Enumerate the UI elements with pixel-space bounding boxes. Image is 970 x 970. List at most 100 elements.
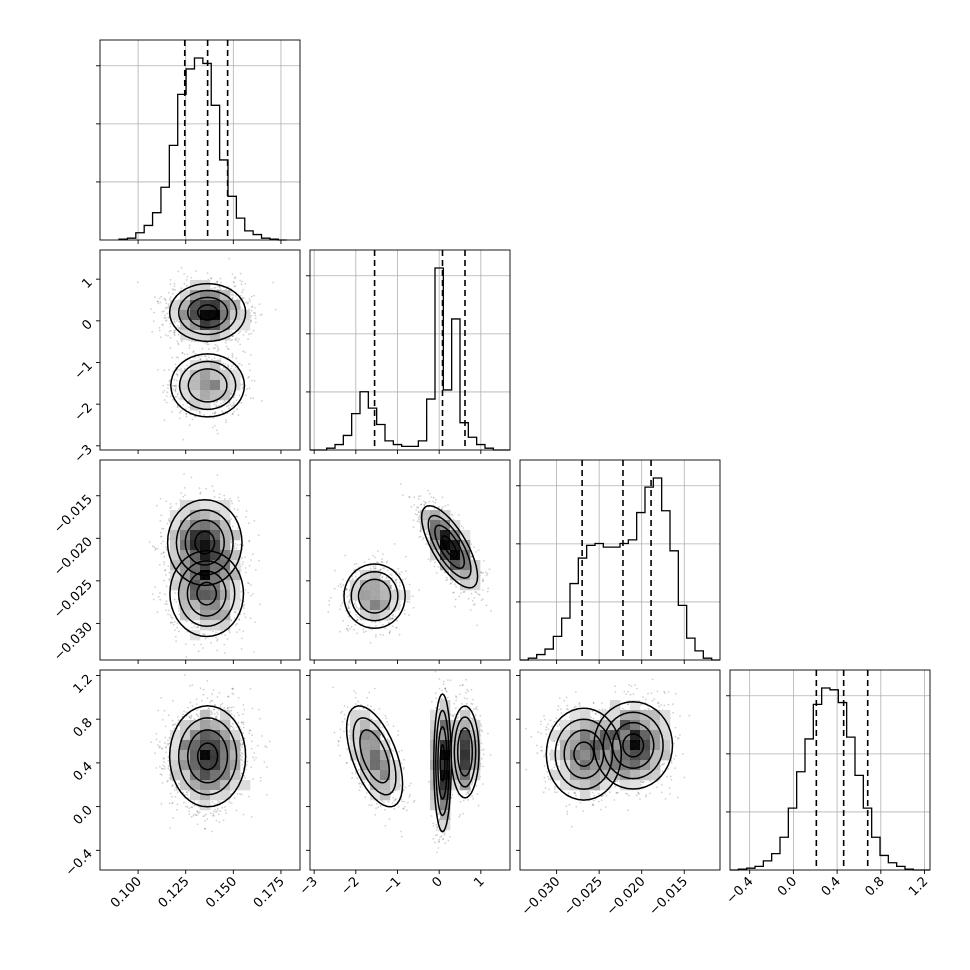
scatter-point xyxy=(153,546,156,549)
scatter-point xyxy=(188,424,191,427)
scatter-point xyxy=(167,305,170,307)
density-cell xyxy=(190,290,201,301)
scatter-point xyxy=(211,288,213,290)
hist-2-frame xyxy=(519,459,721,661)
scatter-point xyxy=(242,630,245,633)
scatter-point xyxy=(231,354,234,357)
scatter-point xyxy=(235,399,238,402)
scatter-point xyxy=(244,589,246,591)
scatter-point xyxy=(219,357,222,360)
density-cell xyxy=(210,290,221,301)
scatter-point xyxy=(247,301,249,304)
scatter-point xyxy=(207,278,210,281)
scatter-point xyxy=(252,329,255,332)
scatter-point xyxy=(215,401,218,404)
scatter-point xyxy=(239,343,242,346)
scatter-point xyxy=(250,332,252,335)
scatter-point xyxy=(166,603,168,606)
scatter-point xyxy=(225,419,227,421)
hist-0-frame xyxy=(99,39,301,241)
scatter-point xyxy=(171,617,174,620)
scatter-point xyxy=(217,285,220,288)
scatter-point xyxy=(250,584,252,586)
scatter-point xyxy=(239,543,242,546)
scatter-point xyxy=(151,593,154,595)
scatter-point xyxy=(219,288,222,291)
scatter-point xyxy=(169,322,172,325)
scatter-point xyxy=(230,331,233,333)
scatter-point xyxy=(180,340,183,343)
scatter-point xyxy=(164,299,167,302)
scatter-point xyxy=(165,306,168,309)
scatter-point xyxy=(254,621,256,623)
scatter-point xyxy=(191,418,194,421)
scatter-point xyxy=(248,387,251,390)
scatter-point xyxy=(217,348,220,351)
scatter-point xyxy=(157,595,160,598)
scatter-point xyxy=(173,334,176,337)
hist-1-steps xyxy=(310,267,510,451)
scatter-point xyxy=(177,270,180,273)
scatter-point xyxy=(212,630,214,633)
scatter-point xyxy=(194,352,197,355)
scatter-point xyxy=(173,333,176,335)
scatter-point xyxy=(230,367,232,370)
scatter-point xyxy=(238,618,241,621)
scatter-point xyxy=(231,352,234,355)
scatter-point xyxy=(197,626,200,629)
scatter-point xyxy=(245,394,248,397)
scatter-point xyxy=(248,298,251,300)
scatter-point xyxy=(173,320,176,323)
scatter-point xyxy=(176,393,179,396)
density-cell xyxy=(200,390,211,401)
scatter-point xyxy=(162,324,164,326)
scatter-point xyxy=(232,396,235,399)
scatter-point xyxy=(219,277,222,280)
density-cell xyxy=(230,310,241,321)
scatter-point xyxy=(165,585,168,588)
scatter-point xyxy=(183,487,186,489)
scatter-point xyxy=(200,355,203,357)
scatter-point xyxy=(214,412,216,415)
scatter-point xyxy=(249,300,252,302)
scatter-point xyxy=(165,548,168,551)
y-tick-label: 0 xyxy=(79,317,95,333)
x-tick-label: 1.2 xyxy=(906,874,931,899)
scatter-point xyxy=(178,326,180,329)
scatter-point xyxy=(249,617,252,620)
scatter-point xyxy=(254,312,256,315)
scatter-point xyxy=(178,607,181,610)
scatter-point xyxy=(232,294,235,297)
scatter-point xyxy=(213,496,216,498)
scatter-point xyxy=(198,487,201,490)
scatter-point xyxy=(218,496,221,499)
scatter-point xyxy=(219,286,221,289)
scatter-point xyxy=(185,413,188,415)
scatter-point xyxy=(259,314,262,316)
scatter-point xyxy=(221,368,224,371)
scatter-point xyxy=(150,308,152,311)
scatter-point xyxy=(259,603,261,606)
scatter-point xyxy=(159,598,162,601)
scatter-point xyxy=(225,345,228,348)
scatter-point xyxy=(188,399,191,402)
scatter-point xyxy=(231,502,234,505)
scatter-point xyxy=(214,286,217,289)
scatter-point xyxy=(220,281,223,284)
scatter-point xyxy=(231,273,234,275)
scatter-point xyxy=(227,404,230,407)
scatter-point xyxy=(160,552,163,555)
scatter-point xyxy=(168,519,171,522)
scatter-point xyxy=(169,347,172,349)
scatter-point xyxy=(171,384,174,387)
scatter-point xyxy=(254,314,257,317)
scatter-point xyxy=(248,564,251,567)
scatter-point xyxy=(184,643,187,646)
scatter-point xyxy=(152,320,155,323)
scatter-point xyxy=(253,294,255,297)
scatter-point xyxy=(170,506,173,508)
scatter-point xyxy=(184,494,186,496)
scatter-point xyxy=(188,344,191,347)
scatter-point xyxy=(230,518,233,520)
